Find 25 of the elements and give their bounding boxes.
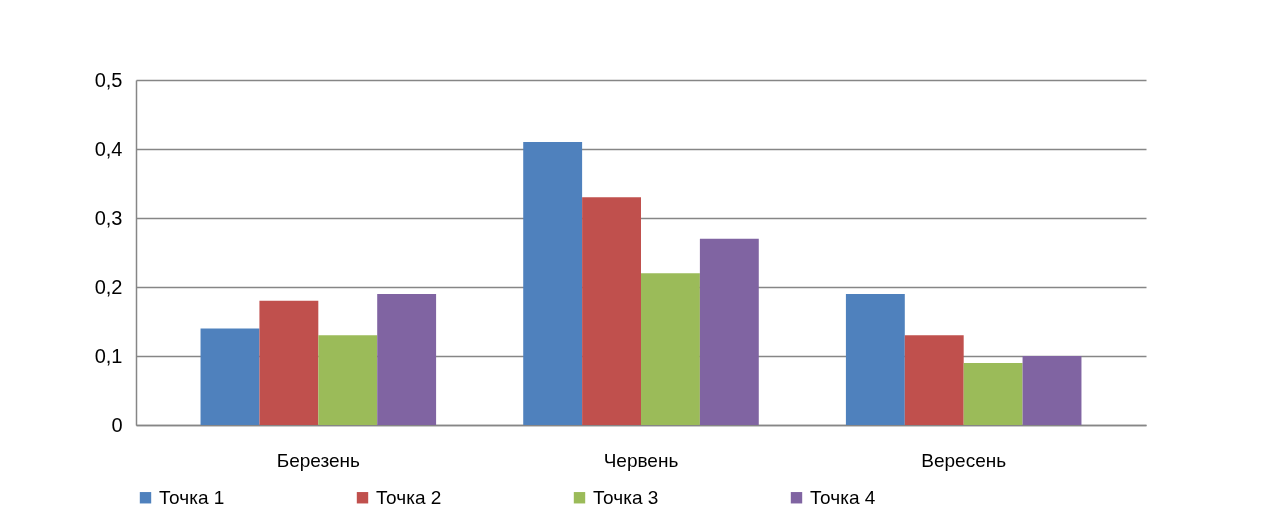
x-tick-label: Червень bbox=[603, 449, 679, 471]
bar bbox=[377, 293, 437, 425]
legend-label: Точка 2 bbox=[376, 486, 442, 508]
bar bbox=[582, 197, 641, 425]
y-tick-label: 0,3 bbox=[94, 206, 123, 229]
x-tick-label: Березень bbox=[276, 449, 361, 471]
bar bbox=[259, 300, 319, 425]
y-tick-label: 0,5 bbox=[94, 68, 123, 91]
legend-label: Точка 4 bbox=[810, 486, 876, 508]
bar bbox=[963, 362, 1023, 425]
y-tick-label: 0,2 bbox=[94, 275, 123, 298]
bar bbox=[845, 293, 905, 425]
bar bbox=[641, 273, 700, 425]
legend-label: Точка 3 bbox=[593, 486, 659, 508]
y-tick-label: 0 bbox=[111, 413, 123, 436]
bar bbox=[200, 328, 260, 425]
bar bbox=[699, 238, 759, 425]
bar bbox=[523, 142, 583, 425]
legend-label: Точка 1 bbox=[159, 486, 225, 508]
x-tick-label: Вересень bbox=[921, 449, 1007, 471]
bar bbox=[318, 335, 378, 425]
y-tick-label: 0,4 bbox=[94, 137, 123, 160]
y-tick-label: 0,1 bbox=[94, 344, 123, 367]
bar bbox=[1022, 356, 1082, 425]
bar bbox=[904, 335, 964, 425]
